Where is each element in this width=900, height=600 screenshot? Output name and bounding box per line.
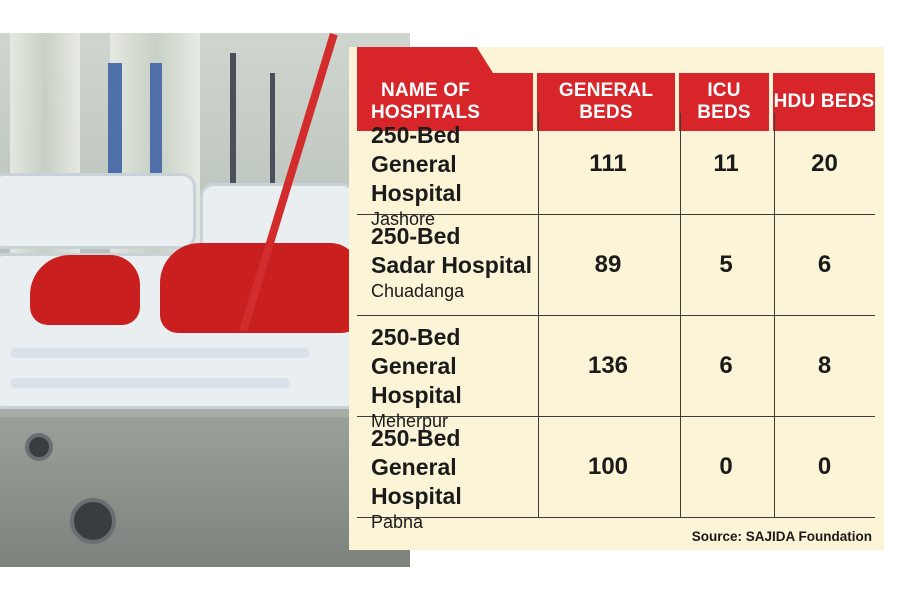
hospital-location: Jashore [371,209,436,229]
general-beds-value: 100 [587,452,629,480]
bed-rail [10,378,290,388]
header-name-of-hospitals: NAME OF HOSPITALS [357,73,533,131]
floor [0,417,410,567]
hospital-name-cell: 250-Bed Sadar Hospital Chuadanga [371,222,539,302]
red-blanket [30,255,140,325]
header-notch [357,47,495,75]
header-name-line1: NAME OF [381,80,471,101]
bed-wheel [70,498,116,544]
hdu-beds-value: 0 [817,452,832,480]
source-credit: Source: SAJIDA Foundation [691,529,872,544]
background-bed [0,173,196,249]
hospital-type: Sadar Hospital [371,252,533,278]
hospital-name-cell: 250-Bed General Hospital Pabna [371,424,539,533]
bed-rail [10,348,310,358]
hospital-location: Chuadanga [371,281,465,301]
icu-beds-value: 0 [719,452,733,480]
table-row: 250-Bed General Hospital Meherpur 136 6 … [357,315,875,431]
hospital-bed-count: 250-Bed [371,122,461,148]
hospital-beds-photo [0,33,410,567]
general-beds-value: 111 [589,149,627,177]
hdu-beds-value: 20 [811,149,838,177]
hdu-beds-value: 6 [817,250,832,278]
header-name-line2: HOSPITALS [371,102,481,123]
header-general-beds: GENERAL BEDS [537,73,675,131]
general-beds-value: 89 [594,250,622,278]
hospital-bed-count: 250-Bed [371,324,461,350]
bed-wheel [25,433,53,461]
hospital-beds-table: NAME OF HOSPITALS GENERAL BEDS ICU BEDS … [349,47,884,550]
monitor-pole [230,53,236,303]
hospital-type: General Hospital [371,151,462,206]
hospital-name-cell: 250-Bed General Hospital Meherpur [371,323,539,432]
hospital-type: General Hospital [371,353,462,408]
hospital-type: General Hospital [371,454,462,509]
hospital-name-cell: 250-Bed General Hospital Jashore [371,121,539,230]
general-beds-value: 136 [587,351,629,379]
header-hdu-beds: HDU BEDS [773,73,875,131]
table-row: 250-Bed General Hospital Jashore 111 11 … [357,113,875,229]
hospital-location: Meherpur [371,411,449,431]
hospital-bed-count: 250-Bed [371,425,461,451]
table-row: 250-Bed Sadar Hospital Chuadanga 89 5 6 [357,214,875,316]
hdu-beds-value: 8 [817,351,832,379]
hospital-bed-count: 250-Bed [371,223,461,249]
icu-beds-value: 5 [719,250,733,278]
icu-beds-value: 11 [713,149,739,177]
hospital-location: Pabna [371,512,424,532]
table-row: 250-Bed General Hospital Pabna 100 0 0 [357,416,875,532]
header-icu-beds: ICU BEDS [679,73,769,131]
icu-beds-value: 6 [719,351,733,379]
